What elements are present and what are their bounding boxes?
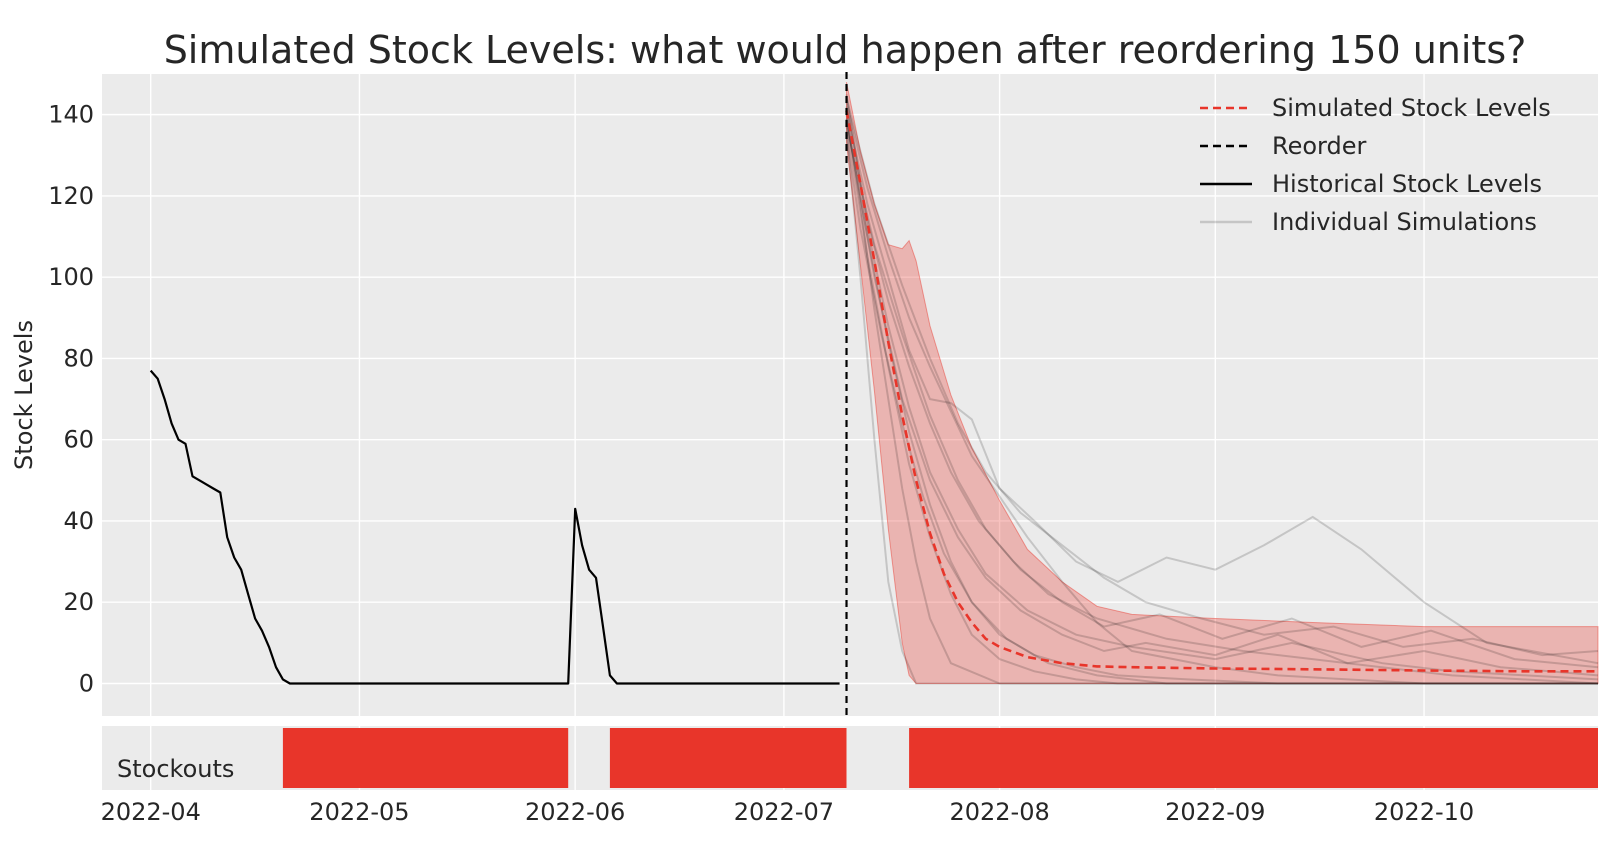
x-tick-label: 2022-06	[525, 798, 625, 826]
y-tick-label: 140	[48, 101, 94, 129]
stockout-bar	[909, 728, 1598, 788]
stockout-label: Stockouts	[117, 755, 234, 783]
legend-label: Reorder	[1272, 132, 1366, 160]
x-tick-label: 2022-08	[949, 798, 1049, 826]
individual-simulation-line	[845, 102, 1598, 685]
historical-line	[149, 369, 840, 685]
x-tick-label: 2022-07	[734, 798, 834, 826]
y-axis-ticks: 0 20 40 60 80 100 120 140	[48, 101, 94, 698]
individual-simulation-line	[845, 130, 1598, 685]
stockout-bar	[282, 728, 569, 788]
y-tick-label: 40	[63, 507, 94, 535]
individual-simulation-line	[845, 126, 1599, 669]
stockout-bar	[609, 728, 847, 788]
simulated-mean-line	[845, 110, 1598, 673]
individual-simulations-layer	[845, 94, 1599, 685]
individual-simulation-line	[845, 118, 1599, 677]
x-tick-label: 2022-10	[1374, 798, 1474, 826]
chart-title: Simulated Stock Levels: what would happe…	[164, 28, 1527, 72]
historical-layer	[149, 369, 840, 685]
legend: Simulated Stock Levels Reorder Historical …	[1200, 94, 1551, 236]
x-tick-label: 2022-05	[309, 798, 409, 826]
simulation-band	[846, 82, 1599, 684]
y-axis-label: Stock Levels	[10, 320, 38, 470]
individual-simulation-line	[845, 114, 1598, 685]
simulation-band-layer	[846, 82, 1599, 684]
y-tick-label: 60	[63, 426, 94, 454]
individual-simulation-line	[845, 134, 1598, 685]
legend-label: Historical Stock Levels	[1272, 170, 1542, 198]
individual-simulation-line	[845, 94, 1599, 681]
individual-simulation-line	[845, 122, 1598, 685]
x-tick-label: 2022-04	[101, 798, 201, 826]
individual-simulation-line	[845, 110, 1599, 665]
y-tick-label: 0	[79, 669, 94, 697]
legend-label: Individual Simulations	[1272, 208, 1537, 236]
y-tick-label: 100	[48, 263, 94, 291]
x-tick-label: 2022-09	[1165, 798, 1265, 826]
y-tick-label: 80	[63, 344, 94, 372]
individual-simulation-line	[845, 98, 1599, 657]
stockout-bars	[282, 728, 1598, 788]
y-tick-label: 20	[63, 588, 94, 616]
x-axis-ticks: 2022-04 2022-05 2022-06 2022-07 2022-08 2022-…	[101, 798, 1475, 826]
simulated-mean-layer	[845, 110, 1598, 673]
y-tick-label: 120	[48, 182, 94, 210]
individual-simulation-line	[845, 106, 1599, 685]
main-plot-background	[102, 74, 1598, 716]
legend-label: Simulated Stock Levels	[1272, 94, 1551, 122]
